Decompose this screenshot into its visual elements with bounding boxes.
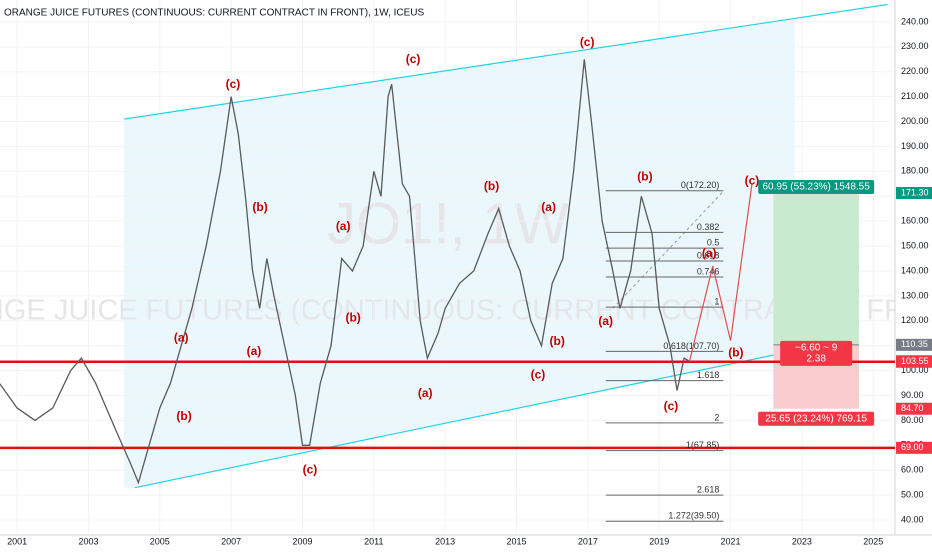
y-tick-label: 40.00 [901, 514, 924, 524]
x-tick-label: 2005 [150, 536, 170, 546]
fib-trend [612, 190, 724, 309]
fib-label: 1.618 [697, 370, 720, 380]
wave-label: (b) [728, 345, 743, 359]
y-tick-label: 210.00 [901, 91, 929, 101]
wave-label: (b) [176, 409, 191, 423]
position-label-bg [780, 340, 853, 355]
price-label: 69.00 [901, 442, 924, 452]
x-tick-label: 2007 [221, 536, 241, 546]
fib-label: 2 [714, 412, 719, 422]
x-tick-label: 2015 [507, 536, 527, 546]
fib-label: 1(67.85) [686, 440, 720, 450]
x-tick-label: 2025 [863, 536, 883, 546]
y-tick-label: 200.00 [901, 116, 929, 126]
y-tick-label: 140.00 [901, 265, 929, 275]
x-tick-label: 2021 [721, 536, 741, 546]
y-tick-label: 190.00 [901, 141, 929, 151]
wave-label: (c) [226, 77, 241, 91]
price-label-bg [896, 402, 932, 415]
fib-label: 0.382 [697, 222, 720, 232]
chart-title: ORANGE JUICE FUTURES (CONTINUOUS: CURREN… [4, 8, 425, 19]
x-tick-label: 2017 [578, 536, 598, 546]
fib-label: 0(172.20) [681, 180, 720, 190]
wave-label: (c) [406, 52, 421, 66]
y-tick-label: 180.00 [901, 166, 929, 176]
fib-label: 0.746 [697, 266, 720, 276]
wave-label: (a) [598, 314, 613, 328]
x-tick-label: 2009 [292, 536, 312, 546]
price-label: 171.30 [901, 187, 929, 197]
y-tick-label: 120.00 [901, 315, 929, 325]
fib-label: 1.272(39.50) [668, 511, 719, 521]
wave-label: (c) [531, 367, 546, 381]
wave-label: (a) [418, 386, 433, 400]
position-label: 60.95 (55.23%) 1548.55 [763, 182, 871, 193]
position-label: 2.38 [806, 353, 826, 364]
wave-label: (c) [303, 462, 318, 476]
price-label-bg [896, 355, 932, 368]
y-tick-label: 230.00 [901, 41, 929, 51]
y-tick-label: 130.00 [901, 290, 929, 300]
y-tick-label: 60.00 [901, 465, 924, 475]
wave-label: (b) [550, 334, 565, 348]
y-tick-label: 80.00 [901, 415, 924, 425]
watermark: JO1!, 1W [327, 191, 569, 256]
wave-label: (c) [745, 173, 760, 187]
fib-label: 0.618 [697, 250, 720, 260]
position-label-bg [758, 180, 875, 195]
fib-label: 1 [714, 296, 719, 306]
x-tick-label: 2019 [649, 536, 669, 546]
y-tick-label: 150.00 [901, 240, 929, 250]
y-tick-label: 50.00 [901, 490, 924, 500]
wave-label: (a) [174, 330, 189, 344]
wave-label: (b) [484, 179, 499, 193]
price-axis [895, 0, 932, 550]
price-label-bg [896, 338, 932, 351]
y-tick-label: 90.00 [901, 390, 924, 400]
position-label: −6.60 ~ 9 [795, 342, 838, 353]
price-label: 103.55 [901, 356, 929, 366]
projection [688, 183, 753, 362]
target-zone [773, 193, 859, 345]
wave-label: (b) [252, 200, 267, 214]
price-label: 110.35 [901, 339, 928, 349]
position-label-bg [780, 351, 853, 366]
position-label-bg [758, 411, 875, 426]
y-tick-label: 220.00 [901, 66, 929, 76]
wave-label: (b) [637, 169, 652, 183]
wave-label: (a) [336, 219, 351, 233]
position-label: 25.65 (23.24%) 769.15 [765, 413, 867, 424]
fib-label: 2.618 [697, 485, 720, 495]
y-tick-label: 240.00 [901, 16, 929, 26]
fib-label: 0.5 [707, 237, 720, 247]
wave-label: (a) [702, 246, 717, 260]
price-label: 84.70 [901, 403, 924, 413]
wave-label: (c) [664, 399, 679, 413]
x-tick-label: 2003 [78, 536, 98, 546]
price-line [0, 59, 690, 485]
x-tick-label: 2023 [792, 536, 812, 546]
x-tick-label: 2011 [364, 536, 383, 546]
wave-label: (a) [541, 200, 556, 214]
fib-label: 0.618(107.70) [663, 341, 719, 351]
channel-line [124, 3, 888, 120]
wave-label: (c) [580, 35, 595, 49]
x-tick-label: 2013 [435, 536, 455, 546]
channel-line [134, 350, 795, 489]
y-tick-label: 160.00 [901, 216, 929, 226]
price-label-bg [896, 187, 932, 200]
x-tick-label: 2001 [7, 536, 27, 546]
wave-label: (b) [345, 310, 360, 324]
wave-label: (a) [247, 344, 262, 358]
y-tick-label: 100.00 [901, 365, 929, 375]
price-label-bg [896, 441, 932, 454]
